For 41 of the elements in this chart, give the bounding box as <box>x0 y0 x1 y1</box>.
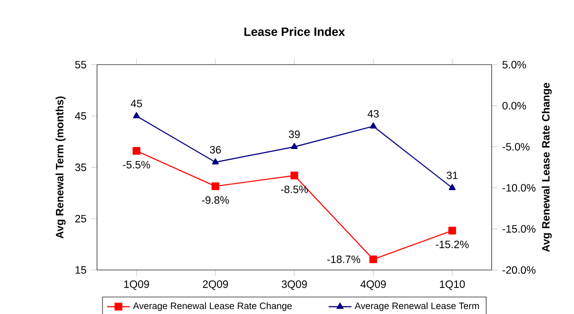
y-tick-label: 45 <box>74 112 86 120</box>
y-tick-label: 25 <box>75 214 86 222</box>
point <box>448 226 456 234</box>
point <box>370 122 377 128</box>
y2-tick-label: -5.0% <box>502 143 530 151</box>
y-tick-label: 15 <box>76 266 86 274</box>
data-label: -15.2% <box>436 240 469 248</box>
x-tick-label: 4Q09 <box>360 280 386 290</box>
point <box>133 112 140 118</box>
point <box>212 158 219 164</box>
y2-tick-label: 0.0% <box>502 102 526 110</box>
y2-axis-title: Avg Renewal Lease Rate Change <box>542 82 552 252</box>
data-label: 43 <box>368 110 379 118</box>
data-label: 36 <box>210 146 221 154</box>
y2-tick-label: -10.0% <box>502 184 536 192</box>
y-tick-label: 55 <box>75 60 86 68</box>
data-label: -9.8% <box>202 196 229 204</box>
point <box>290 172 298 180</box>
x-tick-label: 1Q10 <box>440 280 465 290</box>
legend-label: Average Renewal Lease Rate Change <box>133 302 292 311</box>
x-tick-label: 1Q09 <box>124 280 149 290</box>
y-tick-label: 35 <box>75 164 86 172</box>
point <box>132 147 140 155</box>
point <box>369 255 378 264</box>
data-label: 45 <box>130 100 142 108</box>
x-tick-label: 3Q09 <box>282 280 307 290</box>
data-label: -8.5% <box>280 186 308 194</box>
point <box>212 182 220 190</box>
point <box>290 142 298 149</box>
y2-tick-label: -15.0% <box>502 225 536 233</box>
x-tick-label: 2Q09 <box>202 280 228 290</box>
legend-label: Average Renewal Lease Term <box>354 302 479 311</box>
chart-title: Lease Price Index <box>244 27 345 36</box>
y2-tick-label: -20.0% <box>502 266 536 274</box>
data-label: -18.7% <box>327 256 360 264</box>
point <box>448 184 456 190</box>
data-label: 39 <box>288 130 300 138</box>
y2-tick-label: 5.0% <box>502 60 526 68</box>
y-axis-title: Avg Renewal Term (months) <box>56 96 66 238</box>
data-label: -5.5% <box>123 160 150 168</box>
data-label: 31 <box>446 172 458 180</box>
